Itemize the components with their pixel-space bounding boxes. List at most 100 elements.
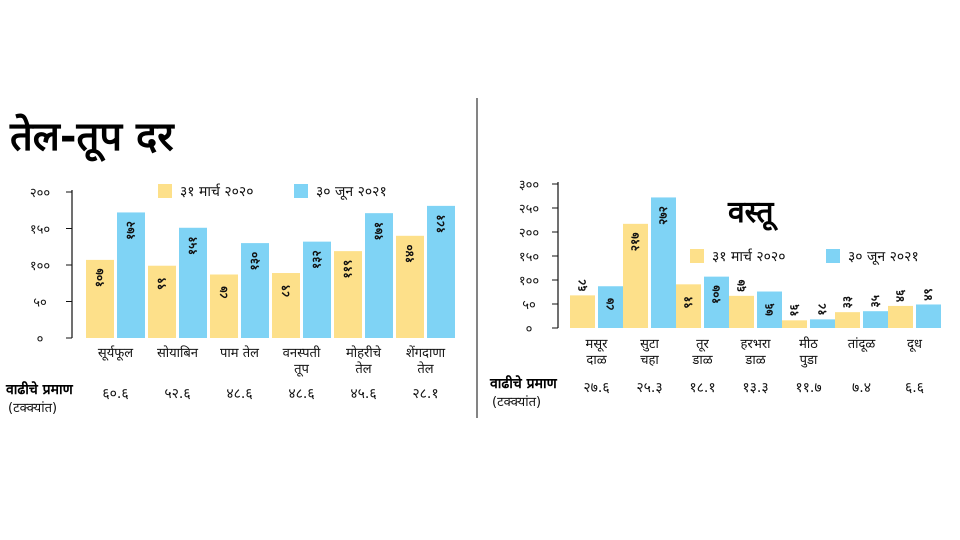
growth-value: ६.६ [905, 380, 924, 396]
bar-march-2020 [570, 295, 595, 328]
growth-value: ६०.६ [102, 386, 128, 402]
category-label: दूध [907, 337, 923, 352]
bar-march-2020 [782, 320, 807, 328]
bar-value-label: १४० [403, 244, 417, 263]
y-tick-label: २५० [519, 202, 539, 217]
growth-value: ५२.६ [164, 386, 190, 402]
bar-value-label: २१७ [628, 232, 642, 251]
bar-value-label: १८ [815, 303, 829, 315]
bar-value-label: ११९ [341, 260, 355, 279]
bar-march-2020 [210, 274, 238, 338]
bar-june-2021 [757, 291, 782, 328]
growth-value: २८.१ [412, 386, 438, 402]
growth-value: १८.१ [689, 380, 715, 396]
growth-value: २७.६ [583, 380, 609, 396]
bar-june-2021 [810, 319, 835, 328]
y-tick-label: १५० [519, 250, 539, 265]
bar-june-2021 [241, 243, 269, 338]
chart-title: वस्तू [727, 195, 778, 231]
category-label: पुडा [800, 353, 818, 368]
bar-value-label: १८१ [434, 215, 448, 234]
bar-march-2020 [623, 223, 648, 328]
bar-june-2021 [916, 304, 941, 328]
category-label: सोयाबिन [157, 345, 199, 361]
growth-heading: वाढीचे प्रमाण [5, 381, 74, 398]
category-label: मोहरीचे [346, 345, 382, 361]
y-tick-label: ० [526, 322, 533, 337]
legend-swatch-march [158, 184, 172, 198]
bar-june-2021 [303, 241, 331, 338]
bar-march-2020 [396, 235, 424, 338]
y-tick-label: २०० [519, 226, 539, 241]
growth-value: २५.३ [636, 380, 662, 396]
category-label: डाळ [744, 353, 766, 368]
bar-value-label: १५१ [186, 236, 200, 255]
y-tick-label: ० [37, 332, 44, 347]
bar-value-label: ९९ [155, 277, 169, 289]
bar-value-label: ८७ [603, 297, 617, 310]
chart-title: तेल-तूप दर [9, 113, 175, 162]
bar-value-label: १७२ [124, 221, 138, 240]
y-tick-label: १०० [30, 259, 50, 274]
legend-swatch-june [826, 249, 840, 263]
y-tick-label: ३०० [519, 178, 539, 193]
bar-june-2021 [863, 311, 888, 328]
category-label: मीठ [799, 336, 818, 352]
category-label: तेल [417, 361, 433, 377]
y-tick-label: ५० [522, 298, 536, 313]
category-label: सुटा [640, 337, 659, 352]
bar-june-2021 [704, 276, 729, 328]
legend-swatch-june [294, 184, 308, 198]
category-label: तूर [696, 337, 709, 352]
growth-value: ११.७ [795, 380, 821, 396]
growth-value: ४८.६ [288, 386, 314, 402]
category-label: चहा [640, 353, 659, 368]
bar-value-label: ९१ [681, 296, 695, 308]
bar-value-label: १३० [248, 252, 262, 271]
bar-june-2021 [117, 212, 145, 338]
bar-march-2020 [148, 265, 176, 338]
category-label: हरभरा [740, 337, 771, 352]
bar-march-2020 [888, 305, 913, 328]
legend-label-june: ३० जून २०२१ [316, 184, 387, 200]
bar-value-label: १७१ [372, 222, 386, 241]
growth-unit: (टक्क्यांत) [492, 395, 541, 410]
growth-value: ४५.६ [350, 386, 376, 402]
bar-value-label: ४९ [921, 288, 935, 300]
category-label: डाळ [691, 353, 713, 368]
y-tick-label: १०० [519, 274, 539, 289]
legend-label-march: ३१ मार्च २०२० [180, 183, 253, 200]
bar-june-2021 [179, 227, 207, 338]
category-label: दाळ [586, 353, 607, 368]
legend-label-march: ३१ मार्च २०२० [712, 248, 785, 265]
bar-june-2021 [651, 197, 676, 328]
bar-value-label: ७६ [762, 303, 776, 316]
bar-march-2020 [334, 251, 362, 338]
bar-value-label: ८९ [279, 285, 293, 297]
bar-june-2021 [365, 213, 393, 338]
bar-value-label: ८७ [217, 285, 231, 298]
growth-value: ४८.६ [226, 386, 252, 402]
bar-june-2021 [427, 205, 455, 338]
y-tick-label: १५० [30, 223, 50, 238]
category-label: तूप [294, 362, 309, 377]
growth-value: ७.४ [852, 380, 871, 396]
category-label: सूर्यफूल [98, 345, 133, 361]
category-label: तेल [355, 361, 371, 377]
category-label: मसूर [586, 337, 609, 352]
bar-march-2020 [729, 295, 754, 328]
category-label: शेंगदाणा [406, 345, 446, 361]
bar-value-label: ३५ [868, 295, 882, 307]
category-label: तांदूळ [848, 337, 877, 352]
growth-heading: वाढीचे प्रमाण [489, 375, 558, 392]
legend-label-june: ३० जून २०२१ [848, 249, 919, 265]
bar-value-label: २७२ [656, 206, 670, 225]
growth-value: १३.३ [742, 380, 768, 396]
bar-value-label: १०७ [709, 285, 723, 304]
category-label: पाम तेल [220, 345, 259, 361]
legend-swatch-march [690, 249, 704, 263]
bar-value-label: ३३ [840, 296, 854, 308]
bar-value-label: ६७ [734, 279, 748, 292]
